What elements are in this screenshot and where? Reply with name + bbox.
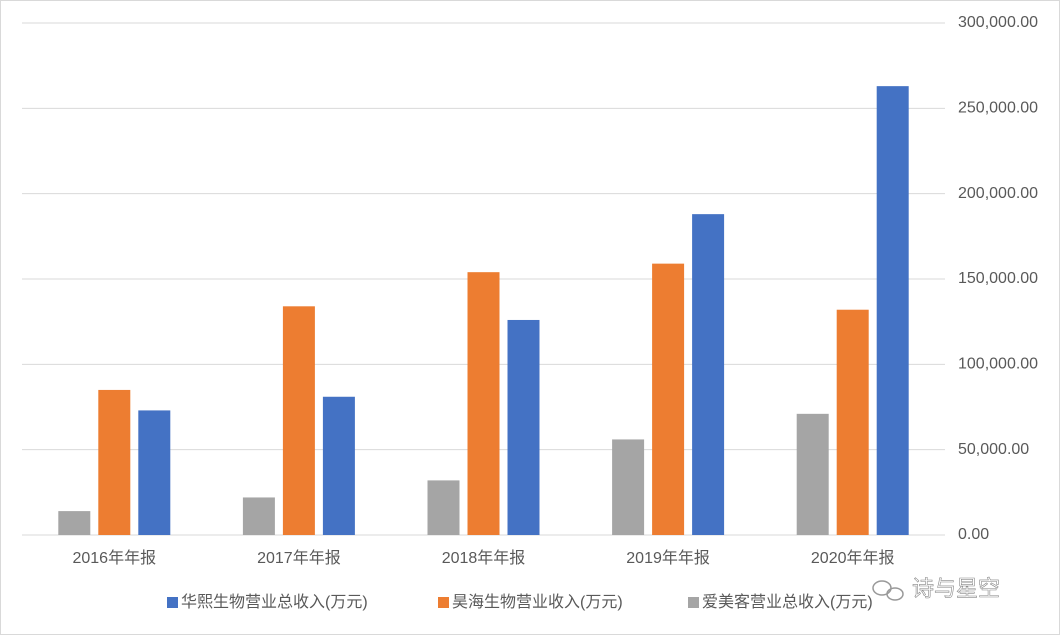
x-tick-label: 2018年年报 — [442, 549, 526, 567]
watermark: 诗与星空 — [912, 576, 1000, 601]
bar — [652, 263, 685, 535]
bar — [796, 413, 829, 535]
x-tick-label: 2016年年报 — [72, 549, 156, 567]
y-tick-label: 100,000.00 — [958, 356, 1038, 373]
y-tick-label: 50,000.00 — [958, 441, 1029, 458]
bar — [242, 497, 275, 535]
bar — [282, 306, 315, 535]
watermark-icon — [872, 580, 904, 601]
legend-label: 爱美客营业总收入(万元) — [702, 593, 873, 611]
bar — [612, 439, 645, 535]
bar — [58, 511, 91, 535]
x-tick-label: 2019年年报 — [626, 549, 710, 567]
bar — [98, 389, 131, 535]
y-tick-label: 200,000.00 — [958, 185, 1038, 202]
legend-swatch — [167, 597, 178, 608]
x-tick-label: 2017年年报 — [257, 549, 341, 567]
bar — [836, 309, 869, 535]
bar — [507, 319, 540, 535]
x-tick-label: 2020年年报 — [811, 549, 895, 567]
bar — [467, 272, 500, 535]
bar — [322, 396, 355, 535]
bar — [138, 410, 171, 535]
legend-label: 华熙生物营业总收入(万元) — [181, 593, 368, 611]
legend-swatch — [438, 597, 449, 608]
bar — [692, 214, 725, 535]
y-tick-label: 150,000.00 — [958, 270, 1038, 287]
bar — [427, 480, 460, 535]
legend-label: 昊海生物营业收入(万元) — [452, 593, 623, 611]
y-tick-label: 250,000.00 — [958, 100, 1038, 117]
y-tick-label: 0.00 — [958, 526, 989, 543]
legend-swatch — [688, 597, 699, 608]
bar — [876, 86, 909, 535]
y-tick-label: 300,000.00 — [958, 14, 1038, 31]
